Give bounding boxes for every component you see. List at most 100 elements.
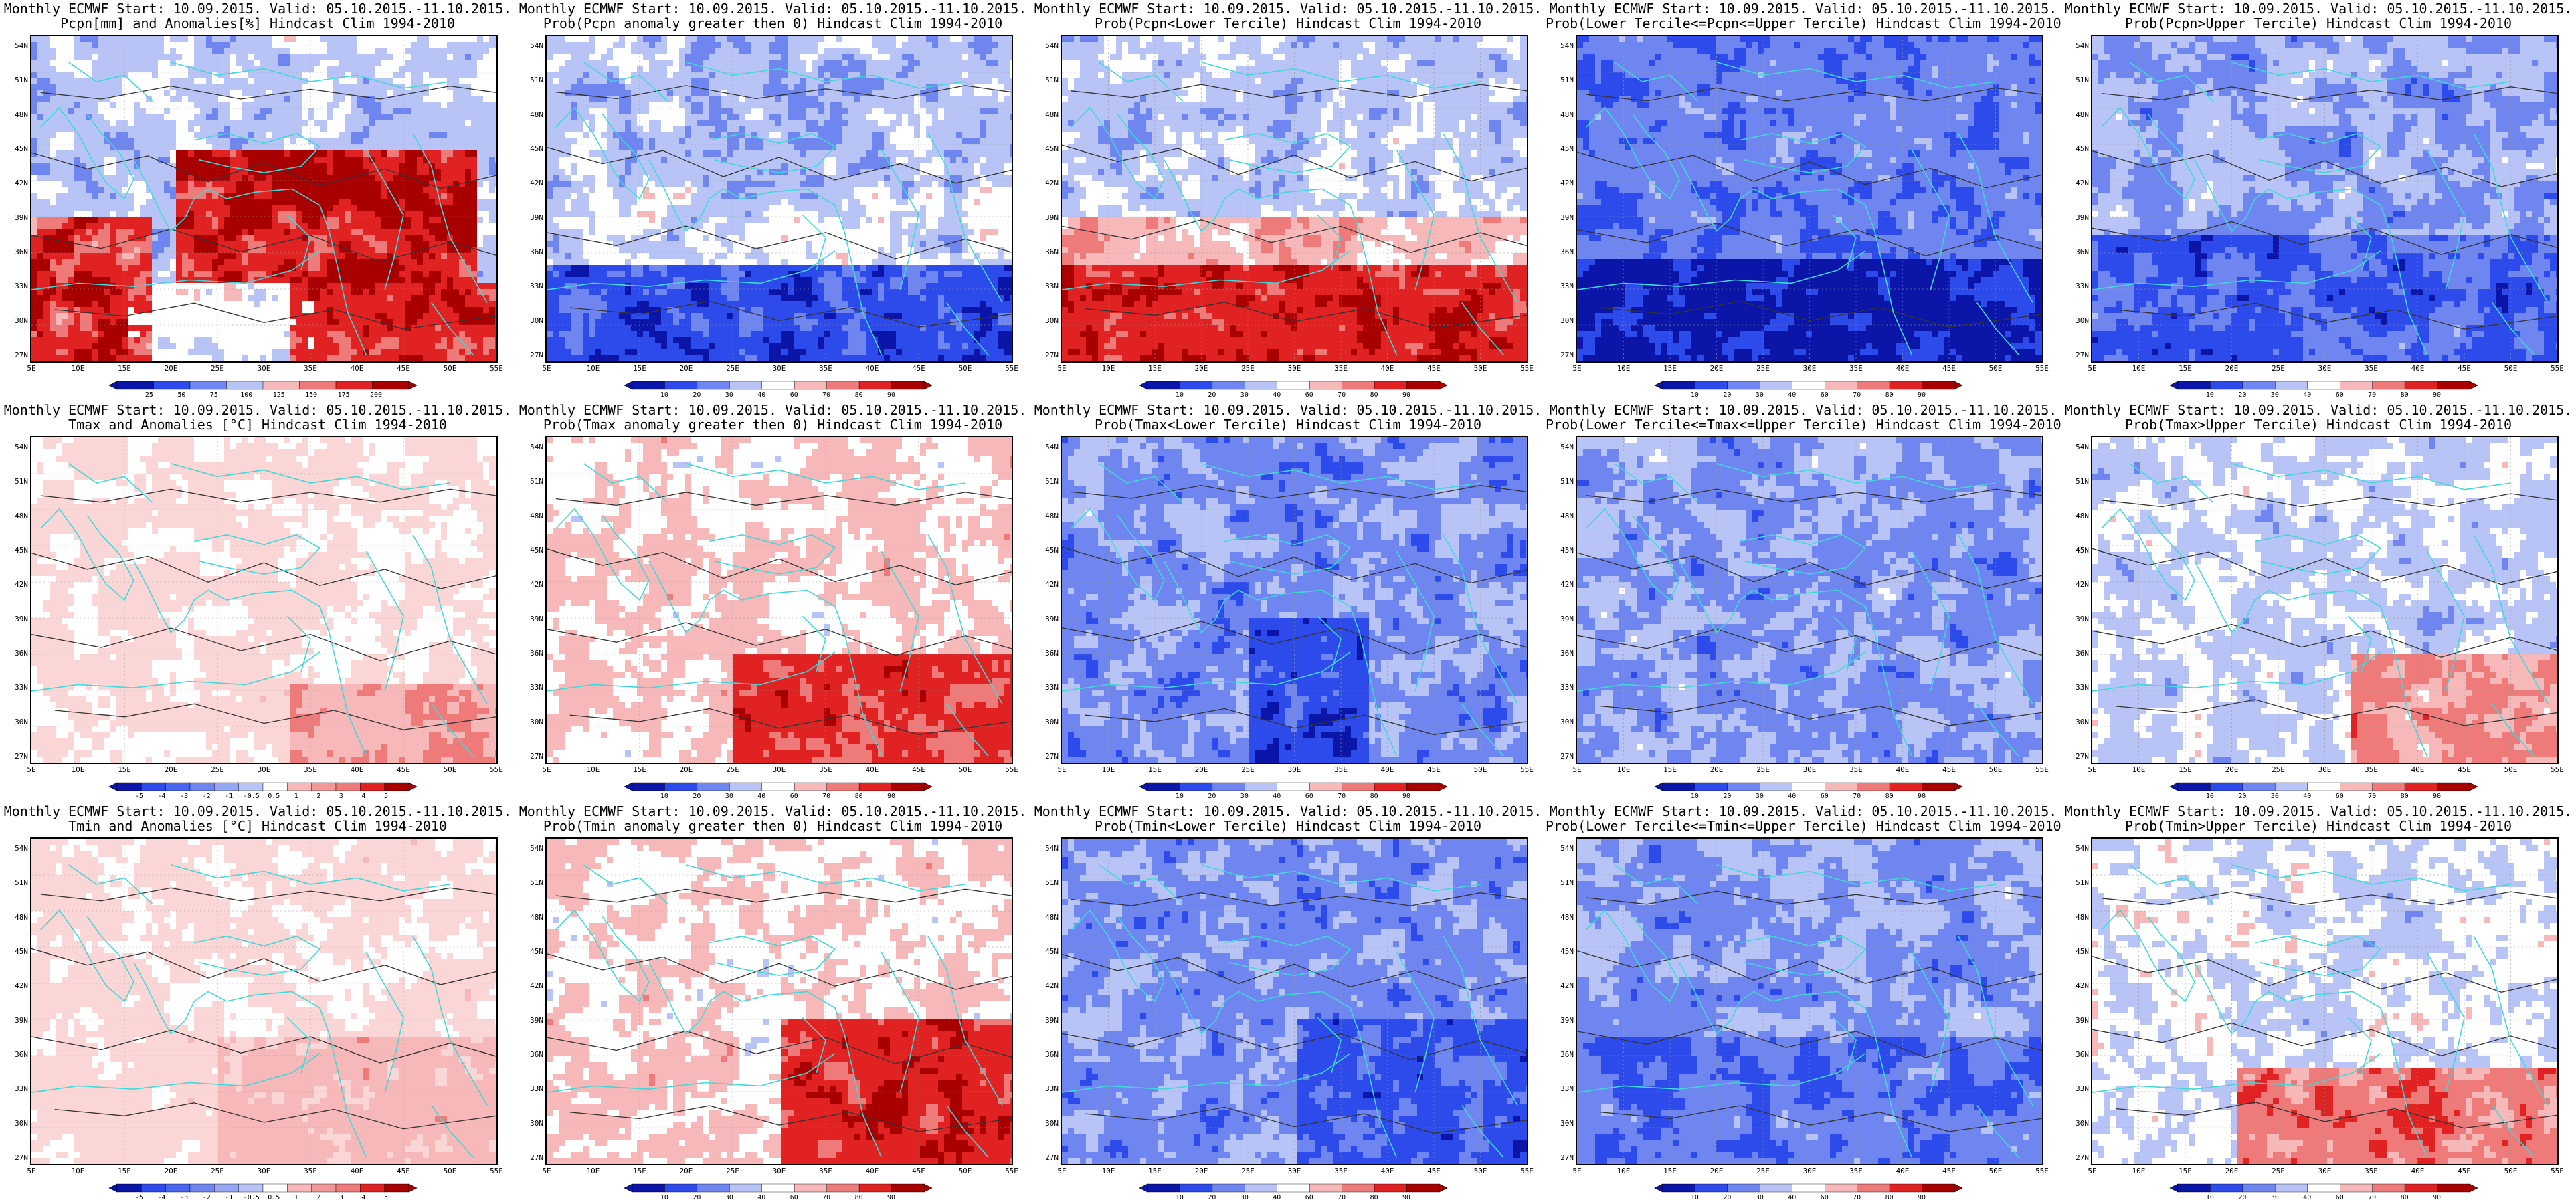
longitude-label: 10E: [1095, 765, 1122, 774]
latitude-label: 36N: [2066, 247, 2089, 256]
colorbar-tick-label: 20: [1198, 793, 1225, 800]
colorbar-tick-label: 60: [1811, 391, 1838, 399]
latitude-label: 30N: [1036, 1119, 1059, 1128]
colorbar-tick-label: 80: [1361, 1194, 1388, 1201]
colorbar-tick-label: 40: [2294, 793, 2320, 800]
colorbar-tick-label: 20: [1198, 391, 1225, 399]
latitude-label: 42N: [521, 179, 543, 187]
colorbar-tick-label: 90: [878, 391, 905, 399]
panel-title-line2: Prob(Tmin anomaly greater then 0) Hindca…: [515, 819, 1030, 833]
latitude-label: 45N: [2066, 947, 2089, 956]
latitude-label: 51N: [1036, 878, 1059, 887]
latitude-label: 48N: [2066, 913, 2089, 922]
colorbar-tick-label: 90: [1908, 793, 1935, 800]
latitude-label: 39N: [1036, 615, 1059, 623]
longitude-label: 45E: [1420, 364, 1447, 373]
colorbar-tick-label: 80: [846, 1194, 872, 1201]
colorbar: [624, 1184, 932, 1192]
colorbar-tick-label: 70: [813, 391, 840, 399]
map-panel: Monthly ECMWF Start: 10.09.2015. Valid: …: [2061, 401, 2576, 803]
forecast-map: [1061, 837, 1528, 1165]
longitude-label: 10E: [65, 364, 92, 373]
latitude-label: 27N: [521, 1153, 543, 1162]
field-layer: [1062, 839, 1527, 1164]
colorbar-tick-label: 90: [878, 793, 905, 800]
latitude-label: 51N: [1036, 76, 1059, 84]
longitude-label: 35E: [812, 765, 839, 774]
colorbar-tick-label: 30: [2262, 391, 2288, 399]
latitude-label: 33N: [1036, 1084, 1059, 1093]
longitude-label: 40E: [344, 364, 371, 373]
forecast-map: [30, 837, 498, 1165]
longitude-label: 45E: [2451, 765, 2478, 774]
colorbar-tick-label: 100: [233, 391, 260, 399]
panel-title-line2: Prob(Tmax anomaly greater then 0) Hindca…: [515, 417, 1030, 432]
latitude-label: 39N: [521, 615, 543, 623]
latitude-label: 45N: [1036, 947, 1059, 956]
colorbar-tick-label: 90: [2423, 793, 2450, 800]
latitude-label: 42N: [1551, 179, 1574, 187]
longitude-label: 25E: [719, 364, 746, 373]
colorbar-tick-label: 30: [1746, 793, 1773, 800]
longitude-label: 20E: [1704, 364, 1730, 373]
latitude-label: 54N: [1551, 844, 1574, 853]
longitude-label: 30E: [766, 765, 793, 774]
panel-title-line1: Monthly ECMWF Start: 10.09.2015. Valid: …: [1030, 1, 1546, 16]
longitude-label: 50E: [2498, 1167, 2524, 1175]
longitude-label: 20E: [1704, 765, 1730, 774]
map-panel: Monthly ECMWF Start: 10.09.2015. Valid: …: [1546, 401, 2061, 803]
latitude-label: 48N: [1036, 110, 1059, 119]
map-panel: Monthly ECMWF Start: 10.09.2015. Valid: …: [515, 401, 1030, 803]
forecast-map: [2091, 837, 2559, 1165]
field-layer: [547, 839, 1012, 1164]
latitude-label: 51N: [1551, 878, 1574, 887]
colorbar-tick-label: 70: [1328, 793, 1355, 800]
panel-title: Monthly ECMWF Start: 10.09.2015. Valid: …: [2061, 403, 2576, 432]
colorbar-tick-label: 20: [1714, 793, 1740, 800]
colorbar-tick-label: 40: [748, 793, 775, 800]
colorbar-tick-label: 25: [136, 391, 163, 399]
longitude-label: 10E: [2126, 765, 2152, 774]
panel-title-line1: Monthly ECMWF Start: 10.09.2015. Valid: …: [2061, 403, 2576, 417]
latitude-label: 33N: [1551, 1084, 1574, 1093]
latitude-label: 39N: [5, 615, 28, 623]
panel-title-line2: Tmax and Anomalies [°C] Hindcast Clim 19…: [0, 417, 515, 432]
colorbar-tick-label: 20: [683, 391, 710, 399]
latitude-label: 39N: [2066, 1016, 2089, 1025]
longitude-label: 30E: [766, 1167, 793, 1175]
colorbar-ticks: 10 20 30 40 60 70 80 90: [1139, 793, 1447, 802]
longitude-label: 55E: [483, 1167, 510, 1175]
latitude-label: 33N: [521, 683, 543, 692]
latitude-label: 27N: [2066, 752, 2089, 761]
longitude-label: 15E: [111, 364, 138, 373]
colorbar-tick-label: 80: [2391, 391, 2418, 399]
longitude-label: 35E: [297, 765, 324, 774]
map-panel: Monthly ECMWF Start: 10.09.2015. Valid: …: [0, 803, 515, 1204]
latitude-label: 54N: [521, 844, 543, 853]
longitude-label: 25E: [1750, 765, 1776, 774]
latitude-label: 54N: [1036, 844, 1059, 853]
latitude-label: 33N: [2066, 282, 2089, 290]
latitude-label: 33N: [1036, 282, 1059, 290]
panel-title: Monthly ECMWF Start: 10.09.2015. Valid: …: [1546, 804, 2061, 833]
latitude-label: 30N: [2066, 718, 2089, 726]
latitude-label: 45N: [521, 947, 543, 956]
colorbar-tick-label: 200: [363, 391, 389, 399]
forecast-map: [1576, 35, 2043, 363]
latitude-label: 27N: [5, 1153, 28, 1162]
longitude-label: 55E: [2029, 1167, 2055, 1175]
longitude-label: 40E: [344, 1167, 371, 1175]
longitude-label: 40E: [2405, 765, 2431, 774]
colorbar-tick-label: 40: [1778, 391, 1805, 399]
field-layer: [1062, 437, 1527, 763]
latitude-label: 51N: [1551, 76, 1574, 84]
panel-title: Monthly ECMWF Start: 10.09.2015. Valid: …: [515, 403, 1030, 432]
longitude-label: 35E: [1843, 1167, 1869, 1175]
colorbar-tick-label: 60: [781, 793, 808, 800]
colorbar-tick-label: 175: [331, 391, 357, 399]
longitude-label: 35E: [1843, 765, 1869, 774]
colorbar-ticks: 10 20 30 40 60 70 80 90: [624, 793, 932, 802]
latitude-label: 51N: [521, 477, 543, 486]
colorbar-tick-label: 10: [1681, 391, 1708, 399]
colorbar-tick-label: 80: [1876, 391, 1903, 399]
